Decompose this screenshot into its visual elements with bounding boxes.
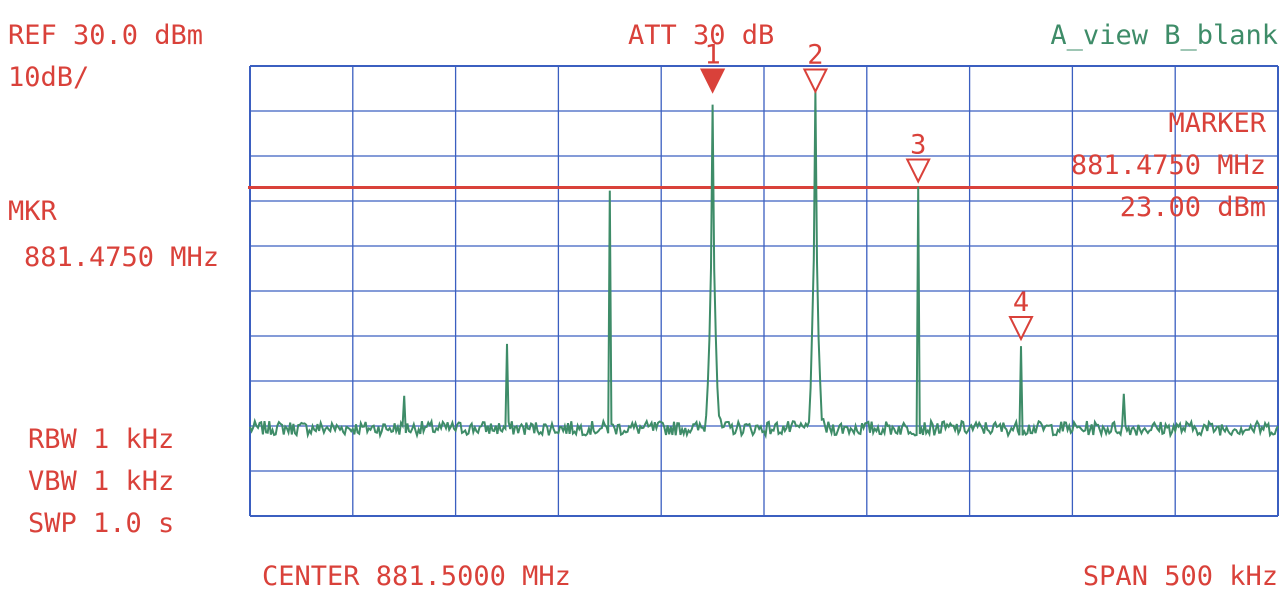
spectrum-trace xyxy=(249,90,1279,440)
mkr-label: MKR xyxy=(8,196,58,227)
marker-readout-frequency: 881.4750 MHz xyxy=(1071,150,1266,181)
ref-level-label: REF 30.0 dBm xyxy=(8,20,203,51)
mkr-frequency: 881.4750 MHz xyxy=(24,242,219,273)
marker-1-icon xyxy=(699,68,726,94)
center-frequency-label: CENTER 881.5000 MHz xyxy=(262,561,571,592)
sweep-label: SWP 1.0 s xyxy=(28,508,174,539)
attenuation-label: ATT 30 dB xyxy=(628,20,774,51)
marker-3-label: 3 xyxy=(910,130,926,161)
graticule xyxy=(249,65,1279,517)
marker-4-label: 4 xyxy=(1013,287,1029,318)
rbw-label: RBW 1 kHz xyxy=(28,424,174,455)
trace-mode-label: A_view B_blank xyxy=(1050,20,1278,51)
marker-3-icon xyxy=(905,158,931,184)
marker-4-icon xyxy=(1008,316,1034,342)
marker-readout-title: MARKER xyxy=(1168,108,1266,139)
markers: 1 2 3 4 xyxy=(699,40,1034,342)
scale-label: 10dB/ xyxy=(8,62,89,93)
marker-readout-amplitude: 23.00 dBm xyxy=(1120,192,1266,223)
vbw-label: VBW 1 kHz xyxy=(28,466,174,497)
marker-2-label: 2 xyxy=(807,40,823,71)
marker-1-label: 1 xyxy=(704,40,720,71)
marker-2-icon xyxy=(802,68,829,94)
span-label: SPAN 500 kHz xyxy=(1083,561,1278,592)
